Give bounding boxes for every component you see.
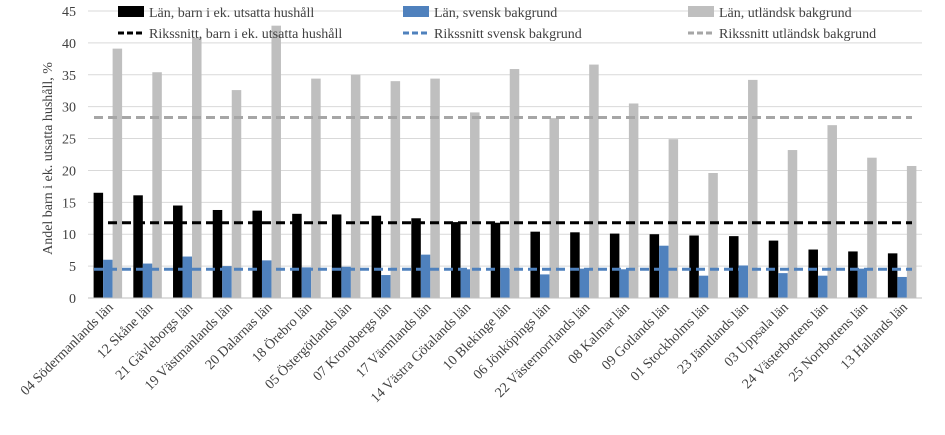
bar xyxy=(649,234,660,298)
y-tick-label: 10 xyxy=(62,228,76,243)
bar xyxy=(350,74,361,299)
bar xyxy=(509,69,520,298)
gridlines xyxy=(88,10,922,267)
bar xyxy=(698,275,709,298)
reference-lines xyxy=(94,116,912,271)
bar xyxy=(381,275,391,298)
bars xyxy=(93,25,917,299)
bar xyxy=(867,157,877,298)
bar xyxy=(252,210,262,298)
bar xyxy=(311,78,321,298)
bar xyxy=(301,267,312,298)
y-axis-ticks: 0 5 10 15 20 25 30 35 40 45 xyxy=(62,5,76,307)
legend-label: Län, barn i ek. utsatta hushåll xyxy=(149,6,314,21)
bar xyxy=(579,268,590,298)
bar xyxy=(539,274,550,298)
bar xyxy=(152,72,162,298)
bar xyxy=(549,118,559,298)
bar xyxy=(570,232,580,298)
bar xyxy=(689,235,699,298)
bar xyxy=(738,265,749,298)
bar xyxy=(729,236,739,298)
bar xyxy=(530,231,540,298)
bar xyxy=(787,150,798,298)
bar xyxy=(390,81,401,299)
bar xyxy=(271,25,281,299)
bar xyxy=(420,254,431,298)
bar xyxy=(142,263,153,298)
bar xyxy=(500,268,510,298)
bar xyxy=(192,37,202,298)
bar xyxy=(451,222,461,298)
bar xyxy=(857,268,868,298)
y-tick-label: 5 xyxy=(69,260,76,275)
bar xyxy=(778,273,788,298)
bar xyxy=(668,139,679,298)
x-tick-label: 23 Jämtlands län xyxy=(675,300,752,377)
bar xyxy=(222,266,232,298)
bar xyxy=(133,195,143,298)
bar xyxy=(292,213,302,298)
bar xyxy=(897,276,907,298)
y-tick-label: 25 xyxy=(62,133,76,148)
legend-label: Rikssnitt, barn i ek. utsatta hushåll xyxy=(149,27,342,42)
bar xyxy=(659,245,669,298)
legend-swatch xyxy=(118,6,144,17)
bar xyxy=(470,112,480,298)
bar xyxy=(331,214,342,298)
y-tick-label: 35 xyxy=(62,69,76,84)
bar xyxy=(817,275,828,298)
bar xyxy=(827,125,837,298)
y-tick-label: 40 xyxy=(62,37,76,52)
bar xyxy=(261,260,272,298)
bar xyxy=(628,103,639,298)
bar xyxy=(589,64,599,298)
bar xyxy=(112,48,123,298)
bar xyxy=(708,172,718,298)
legend: Län, barn i ek. utsatta hushåll Län, sven… xyxy=(118,6,876,42)
bar xyxy=(619,269,629,298)
bar xyxy=(906,165,917,298)
legend-label: Rikssnitt svensk bakgrund xyxy=(434,27,582,42)
bar xyxy=(411,218,421,298)
y-axis-title: Andel barn i ek. utsatta hushåll, % xyxy=(41,62,56,255)
y-tick-label: 20 xyxy=(62,164,76,179)
bar xyxy=(212,209,223,298)
bar xyxy=(231,90,242,298)
y-tick-label: 30 xyxy=(62,101,76,116)
bar xyxy=(848,251,858,298)
bar xyxy=(609,233,620,298)
bar xyxy=(748,79,758,298)
bar xyxy=(430,78,440,298)
legend-label: Län, svensk bakgrund xyxy=(434,6,557,21)
bar xyxy=(371,215,382,298)
legend-label: Rikssnitt utländsk bakgrund xyxy=(719,27,876,42)
legend-swatch xyxy=(403,6,429,17)
y-tick-label: 0 xyxy=(69,292,76,307)
bar xyxy=(490,222,501,298)
bar xyxy=(103,259,113,298)
bar xyxy=(182,256,193,298)
y-tick-label: 45 xyxy=(62,5,76,20)
bar xyxy=(460,269,471,298)
bar xyxy=(173,205,183,298)
legend-swatch xyxy=(688,6,714,17)
y-tick-label: 15 xyxy=(62,196,76,211)
bar xyxy=(93,192,104,298)
bar xyxy=(808,249,818,298)
bar xyxy=(887,253,898,298)
bar xyxy=(341,266,351,298)
legend-label: Län, utländsk bakgrund xyxy=(719,6,852,21)
